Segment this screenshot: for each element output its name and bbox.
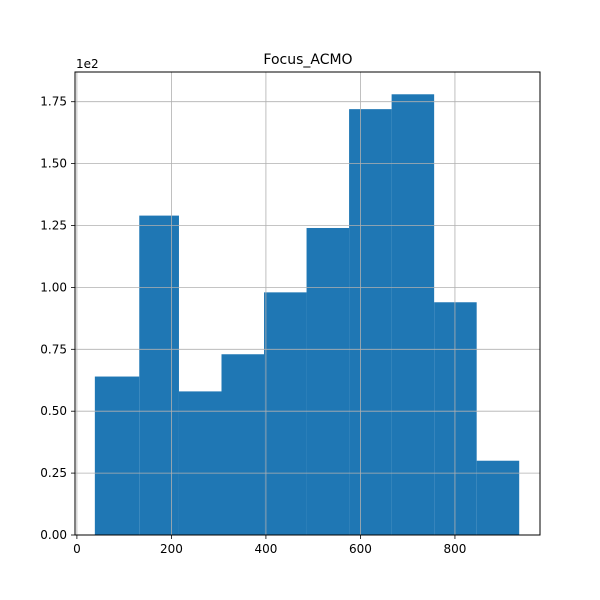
histogram-bar bbox=[391, 94, 435, 536]
histogram-bar bbox=[139, 215, 179, 535]
histogram-bars bbox=[94, 94, 520, 536]
y-tick-label: 0.75 bbox=[40, 342, 67, 356]
y-tick-label: 1.25 bbox=[40, 219, 67, 233]
x-tick-label: 600 bbox=[349, 542, 372, 556]
histogram-bar bbox=[178, 391, 222, 535]
y-tick-label: 0.50 bbox=[40, 404, 67, 418]
axes-frame bbox=[74, 71, 541, 536]
histogram-bar bbox=[264, 292, 307, 535]
y-tick-label: 1.75 bbox=[40, 95, 67, 109]
x-tick-label: 800 bbox=[443, 542, 466, 556]
x-tick-label: 400 bbox=[254, 542, 277, 556]
y-tick-label: 1.00 bbox=[40, 280, 67, 294]
axis-ticks: 0 200 400 600 800 0.00 0.25 0.50 0.75 1.00 1.25 1.5… bbox=[40, 95, 466, 556]
y-tick-label: 1.50 bbox=[40, 157, 67, 171]
x-tick-label: 200 bbox=[160, 542, 183, 556]
histogram-bar bbox=[306, 227, 350, 536]
y-tick-label: 0.00 bbox=[40, 528, 67, 542]
histogram-bar bbox=[221, 354, 265, 535]
y-axis-offset-label: 1e2 bbox=[76, 57, 99, 71]
histogram-bar bbox=[349, 109, 392, 535]
chart-title: Focus_ACMO bbox=[263, 52, 352, 68]
y-tick-label: 0.25 bbox=[40, 466, 67, 480]
x-tick-label: 0 bbox=[73, 542, 81, 556]
histogram-bar bbox=[434, 302, 477, 535]
histogram-bar bbox=[476, 460, 520, 535]
histogram-bar bbox=[94, 376, 140, 535]
